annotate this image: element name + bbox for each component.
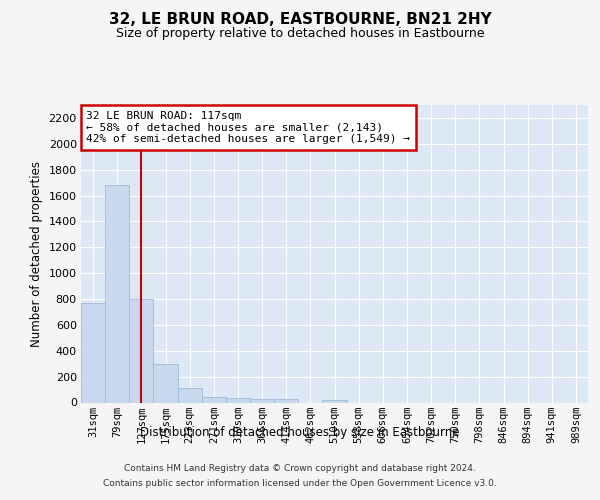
Bar: [81, 303, 105, 402]
Bar: [274, 400, 298, 402]
Text: Contains HM Land Registry data © Crown copyright and database right 2024.: Contains HM Land Registry data © Crown c…: [124, 464, 476, 473]
Bar: [178, 388, 202, 402]
Bar: [322, 400, 347, 402]
Text: Distribution of detached houses by size in Eastbourne: Distribution of detached houses by size …: [140, 426, 460, 439]
Text: 32 LE BRUN ROAD: 117sqm
← 58% of detached houses are smaller (2,143)
42% of semi: 32 LE BRUN ROAD: 117sqm ← 58% of detache…: [86, 111, 410, 144]
Text: 32, LE BRUN ROAD, EASTBOURNE, BN21 2HY: 32, LE BRUN ROAD, EASTBOURNE, BN21 2HY: [109, 12, 491, 28]
Text: Size of property relative to detached houses in Eastbourne: Size of property relative to detached ho…: [116, 28, 484, 40]
Bar: [250, 400, 274, 402]
Bar: [202, 396, 226, 402]
Bar: [105, 185, 129, 402]
Bar: [129, 299, 154, 403]
Text: Contains public sector information licensed under the Open Government Licence v3: Contains public sector information licen…: [103, 479, 497, 488]
Y-axis label: Number of detached properties: Number of detached properties: [30, 161, 43, 347]
Bar: [226, 398, 250, 402]
Bar: [154, 364, 178, 403]
